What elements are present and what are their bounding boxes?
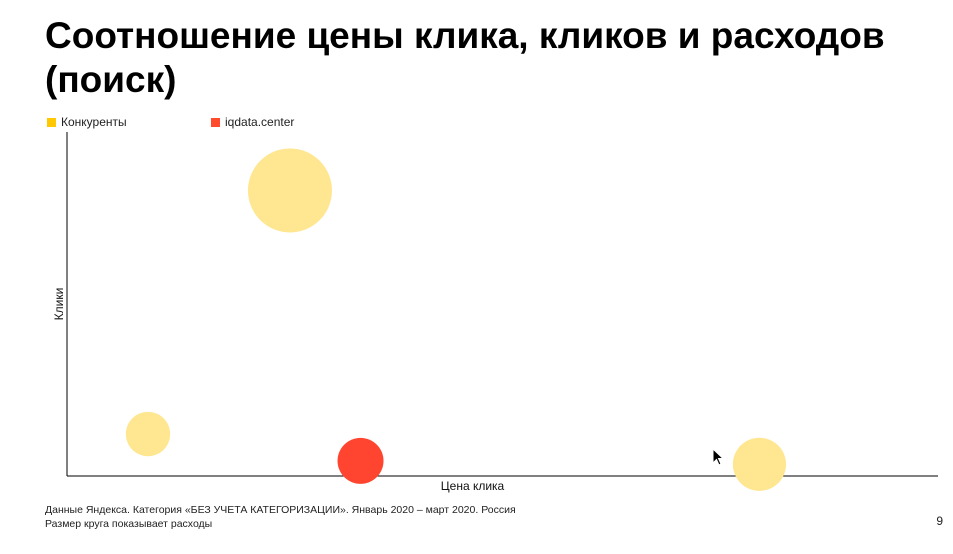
bubble-iqdata-0 <box>337 437 384 484</box>
legend-swatch-iqdata <box>211 117 220 127</box>
footnote-source: Данные Яндекса. Категория «БЕЗ УЧЕТА КАТ… <box>45 504 516 516</box>
bubble-chart: Цена клика Клики <box>52 132 938 493</box>
chart-legend: Конкуренты iqdata.center <box>0 115 953 131</box>
legend-label-iqdata: iqdata.center <box>225 115 295 129</box>
page-number: 9 <box>936 514 943 528</box>
y-axis-label: Клики <box>52 288 66 321</box>
x-axis-label: Цена клика <box>441 479 505 493</box>
mouse-cursor-icon <box>712 448 725 466</box>
legend-label-competitors: Конкуренты <box>61 115 127 129</box>
bubble-competitor-1 <box>125 411 171 457</box>
bubble-competitor-2 <box>732 437 787 491</box>
bubble-competitor-0 <box>247 148 332 233</box>
legend-item-iqdata: iqdata.center <box>211 115 294 129</box>
legend-swatch-competitors <box>47 117 56 127</box>
legend-item-competitors: Конкуренты <box>47 115 127 129</box>
footnote-size-note: Размер круга показывает расходы <box>45 518 213 530</box>
slide-title: Соотношение цены клика, кликов и расходо… <box>45 15 885 100</box>
